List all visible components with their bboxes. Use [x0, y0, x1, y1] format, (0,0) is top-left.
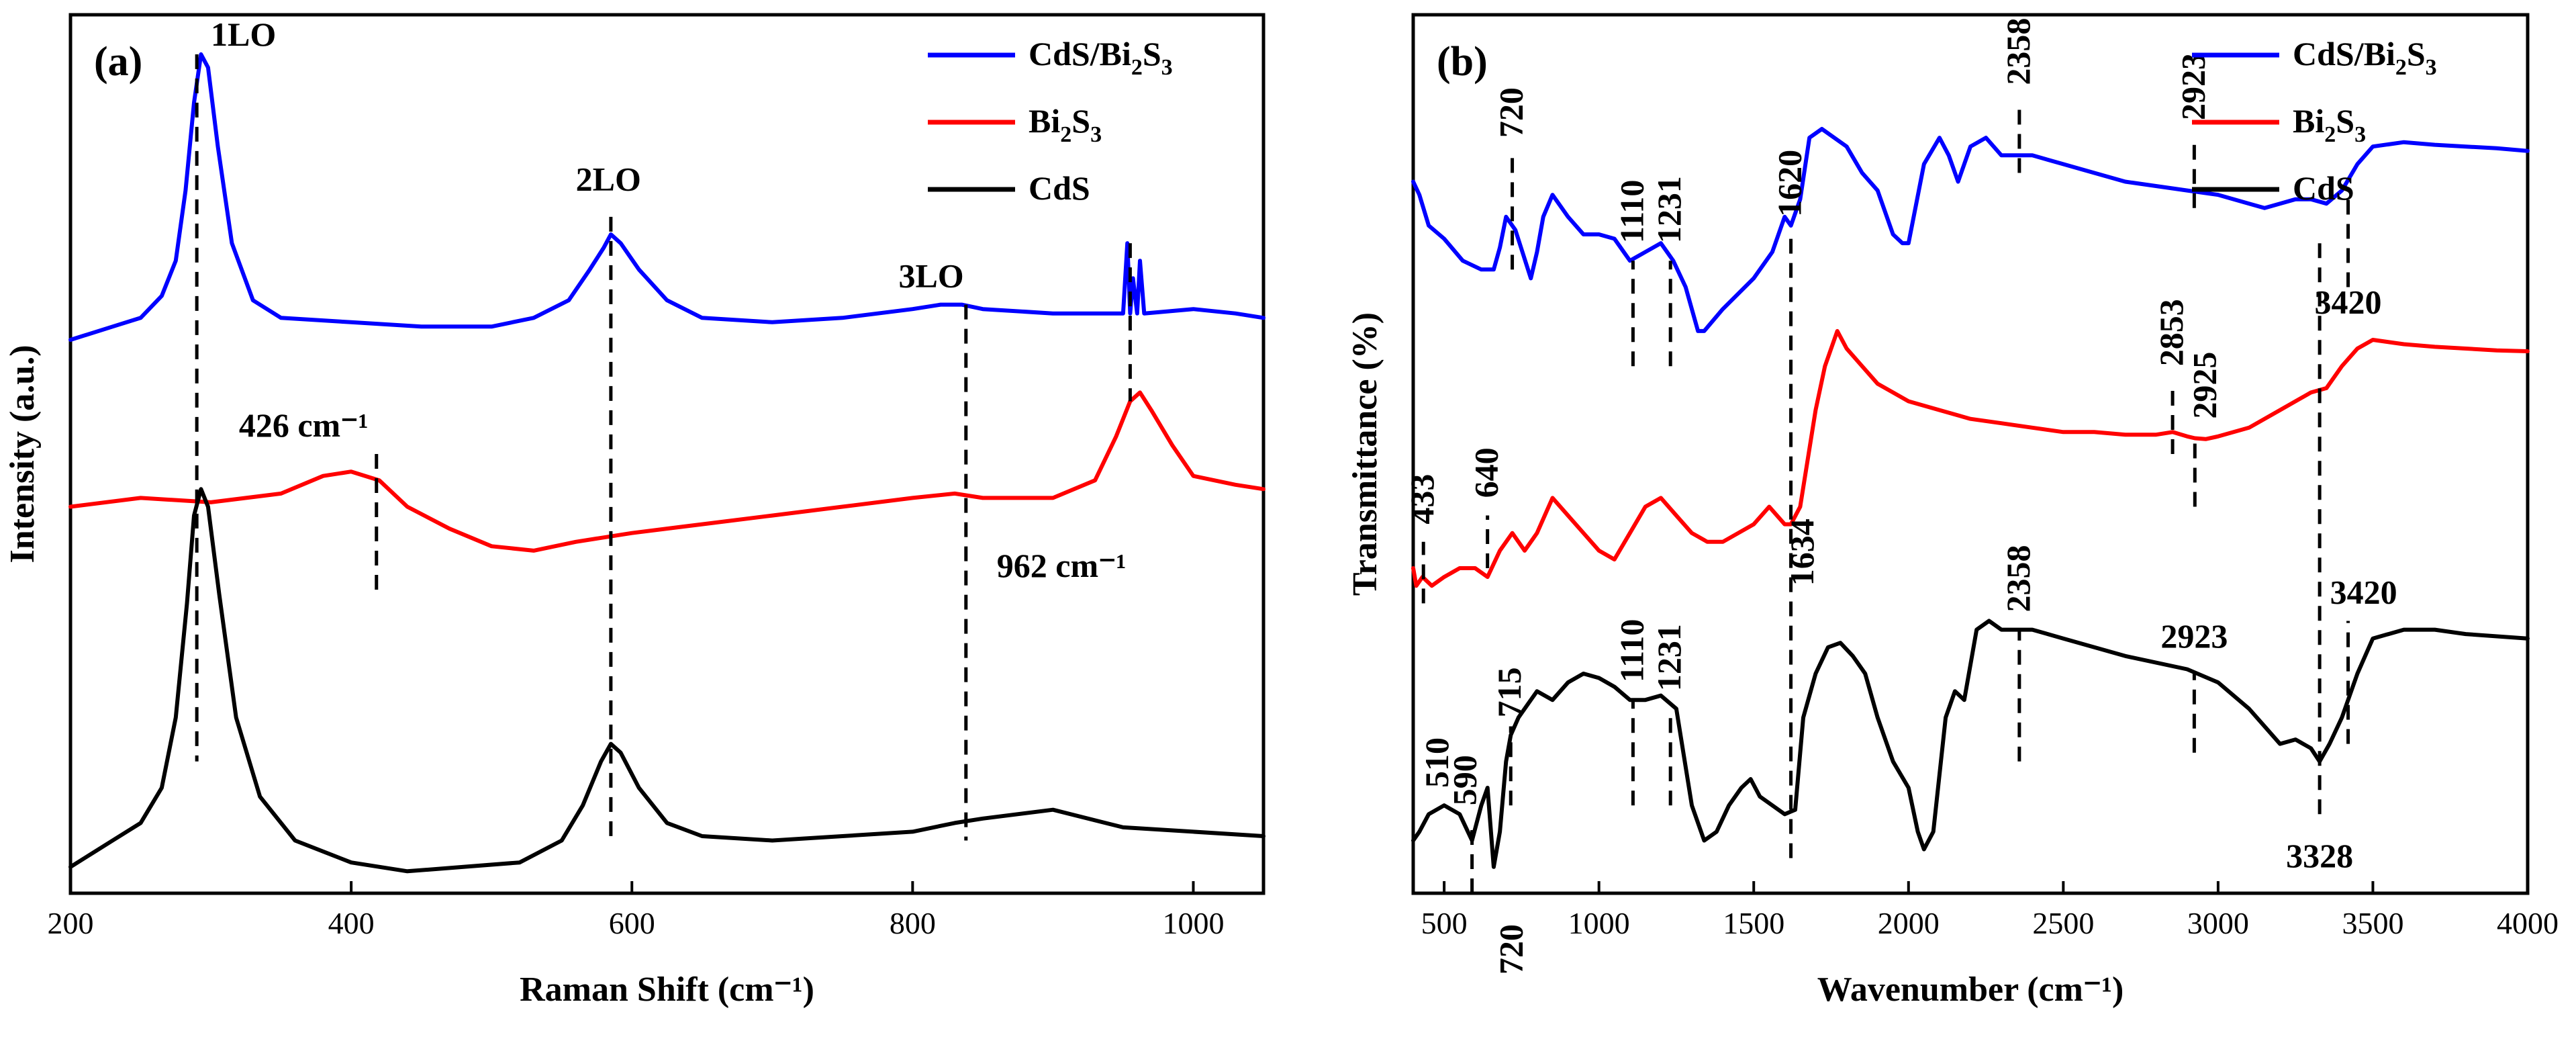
peak-label: 3LO [898, 257, 963, 294]
x-tick-label-a: 400 [328, 906, 375, 940]
y-axis-title-b: Transmittance (%) [1346, 312, 1384, 596]
x-tick-label-b: 2500 [2032, 906, 2094, 940]
plot-frame-b [1411, 13, 2530, 895]
peak-label: 962 cm⁻¹ [997, 547, 1127, 584]
peak-label: 640 [1468, 447, 1505, 498]
peak-label: 3420 [2315, 283, 2382, 321]
peak-label: 2LO [576, 161, 641, 198]
peak-label: 1110 [1613, 180, 1650, 243]
panel-b: 500 1000 1500 2000 2500 3000 3500 4000 Wavenumbe… [1346, 13, 2559, 1009]
x-tick-label-a: 1000 [1162, 906, 1224, 940]
series-line-cds-a [68, 487, 1266, 874]
peak-label: 2358 [1999, 18, 2037, 85]
peak-label: 1620 [1771, 150, 1809, 217]
x-tick-label-b: 1000 [1568, 906, 1630, 940]
peak-label: 720 [1492, 924, 1530, 974]
legend-label-cds_bi2s3: CdS/Bi2S3 [2293, 35, 2437, 80]
x-tick-label-b: 4000 [2497, 906, 2559, 940]
peak-label: 1634 [1783, 518, 1821, 586]
x-tick-label-a: 600 [609, 906, 655, 940]
peak-label: 433 [1403, 474, 1441, 525]
x-axis-title-b: Wavenumber (cm⁻¹) [1817, 970, 2124, 1009]
x-tick-label-b: 3000 [2187, 906, 2249, 940]
panel-label-a: (a) [94, 39, 142, 85]
y-axis-title-a: Intensity (a.u.) [3, 345, 42, 563]
x-axis-title-a: Raman Shift (cm⁻¹) [520, 970, 814, 1009]
peak-label: 426 cm⁻¹ [239, 406, 369, 444]
series-line-cds-b [1411, 619, 2530, 869]
x-tick-label-b: 2000 [1878, 906, 1940, 940]
peak-label: 1LO [211, 15, 276, 53]
peak-label: 3328 [2286, 837, 2353, 874]
series-line-cds_bi2s3-b [1411, 127, 2530, 333]
panel-a: 200 400 600 800 1000 Raman Shift (cm⁻¹) Intens… [3, 13, 1266, 1009]
x-tick-label-b: 3500 [2342, 906, 2403, 940]
peak-label: 1231 [1650, 176, 1688, 243]
legend-label-bi2s3: Bi2S3 [1029, 102, 1102, 147]
peak-label: 1110 [1613, 619, 1650, 682]
peak-label: 2923 [2160, 617, 2228, 655]
x-tick-label-a: 200 [48, 906, 94, 940]
panel-label-b: (b) [1437, 39, 1488, 85]
peak-label: 2925 [2185, 352, 2223, 419]
x-tick-label-a: 800 [890, 906, 936, 940]
peak-label: 2358 [1999, 545, 2037, 612]
series-line-cds_bi2s3-a [68, 52, 1266, 342]
peak-label: 2923 [2174, 53, 2211, 120]
peak-label: 3420 [2330, 573, 2397, 610]
peak-label: 590 [1445, 755, 1483, 805]
legend-label-cds: CdS [2293, 169, 2354, 207]
x-tick-label-b: 1500 [1723, 906, 1784, 940]
peak-label: 715 [1490, 667, 1528, 717]
legend-label-cds_bi2s3: CdS/Bi2S3 [1029, 35, 1173, 80]
legend-label-bi2s3: Bi2S3 [2293, 102, 2366, 147]
legend-label-cds: CdS [1029, 169, 1090, 207]
peak-label: 720 [1492, 87, 1530, 138]
series-line-bi2s3-b [1411, 328, 2530, 588]
series-line-bi2s3-a [68, 390, 1266, 553]
plot-frame-a [68, 13, 1266, 895]
peak-label: 1231 [1650, 624, 1688, 691]
peak-label: 2853 [2152, 299, 2190, 366]
x-tick-label-b: 500 [1421, 906, 1468, 940]
peak-label: 510 [1418, 737, 1456, 788]
